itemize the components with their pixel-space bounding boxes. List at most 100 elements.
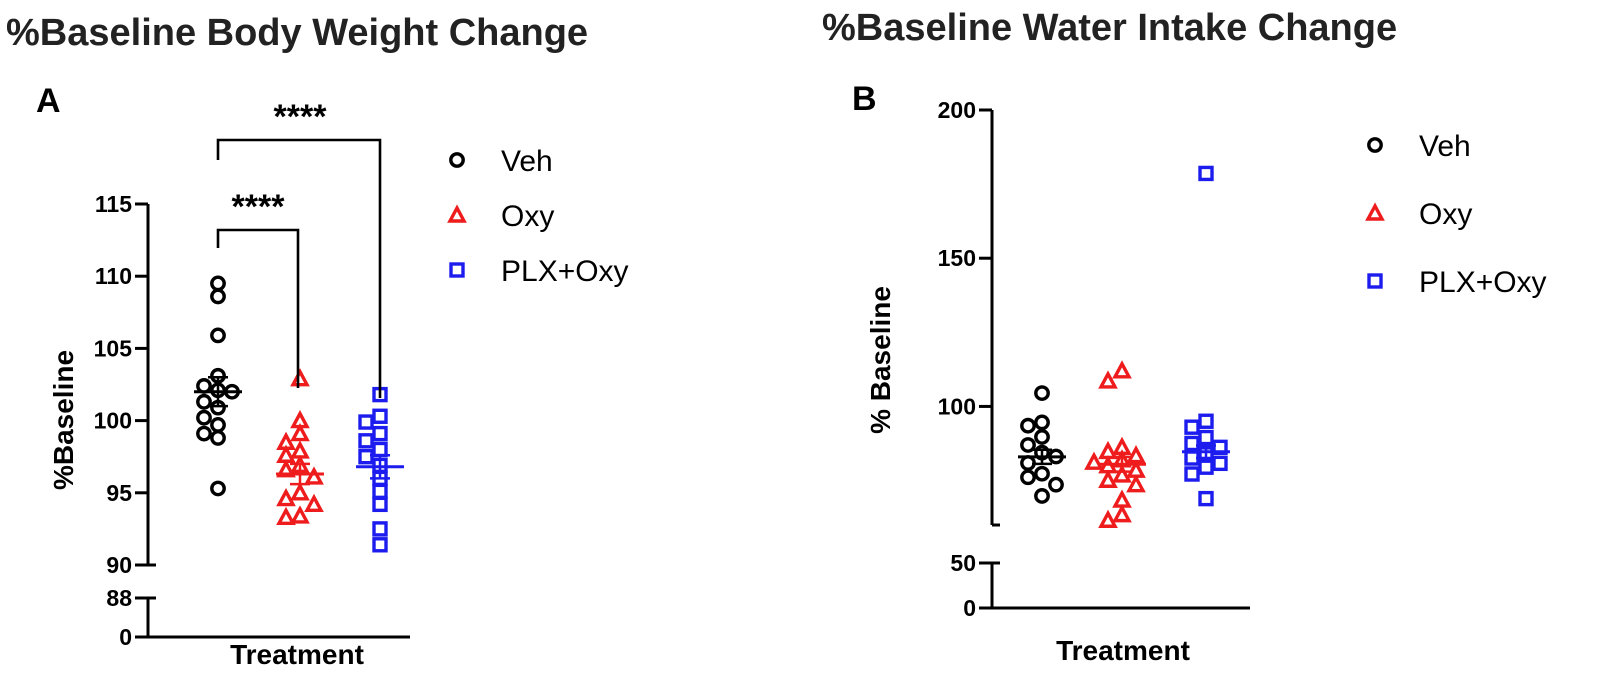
panel-b-legend-label-oxy: Oxy [1419,198,1472,231]
panel-b-point-plx-oxy-6 [1212,439,1228,456]
panel-a-point-plx-oxy-12 [372,521,388,537]
panel-b-point-plx-oxy-11 [1184,466,1200,482]
panel-a-point-oxy-11 [276,487,296,507]
panel-b-legend: Veh Oxy PLX+Oxy [1365,130,1547,299]
panel-b-point-veh-1 [1034,385,1050,401]
panel-b-point-oxy-12 [1126,474,1146,493]
panel-a-x-axis-label: Treatment [230,639,364,670]
panel-a-axes: 115 110 105 100 95 90 88 0 [94,191,410,650]
panel-a-significance-bracket-veh-plx-oxy-label: **** [274,98,328,136]
panel-a-point-oxy-9 [304,466,324,485]
panel-a-point-veh-11 [210,417,226,433]
panel-b-y-tick-label-200: 200 [938,97,976,123]
panel-a-point-veh-14 [210,480,226,497]
panel-a-legend-label-oxy: Oxy [501,200,554,233]
panel-b-x-axis-label: Treatment [1056,635,1190,666]
panel-a-point-plx-oxy-3 [358,414,374,430]
panel-a-series-oxy [276,368,324,526]
panel-b-legend-marker-plx-oxy [1367,273,1383,289]
panel-b-point-oxy-15 [1098,509,1118,528]
panel-b-point-veh-12 [1034,488,1050,504]
panel-a-y-tick-label-95: 95 [106,480,132,506]
panel-b-point-plx-oxy-10 [1198,459,1214,475]
panel-a-significance-bracket-veh-oxy-label: **** [232,188,286,226]
panel-a-point-oxy-14 [276,506,296,526]
panel-b-point-veh-5 [1020,437,1036,453]
panel-a-plot-area: **** **** [194,98,404,553]
panel-a-title: %Baseline Body Weight Change [6,12,588,54]
panel-b-y-tick-label-100: 100 [938,393,976,419]
panel-a-point-plx-oxy-13 [372,537,388,553]
panel-a-series-veh [194,275,242,497]
panel-b-legend-label-plx-oxy: PLX+Oxy [1419,266,1547,299]
panel-a-point-oxy-1 [290,368,310,387]
panel-a-point-plx-oxy-4 [372,425,388,442]
panel-b-point-plx-oxy-9 [1212,455,1228,472]
panel-b-series-plx-oxy [1182,165,1230,507]
panel-a-y-tick-label-90: 90 [106,552,132,578]
panel-a-significance-bracket-veh-plx-oxy [216,138,382,398]
panel-a-point-oxy-8 [276,459,296,478]
panel-a-legend-marker-veh [449,152,465,168]
panel-b-series-veh [1018,385,1066,504]
panel-b-y-tick-label-50: 50 [950,550,976,576]
panel-a: %Baseline Body Weight Change A %Baseline… [6,12,629,670]
panel-a-legend-marker-plx-oxy [449,262,465,278]
panel-a-point-plx-oxy-10 [372,483,388,500]
panel-a-y-tick-label-110: 110 [95,263,132,289]
panel-b-legend-marker-veh [1367,137,1383,153]
panel-b-point-plx-oxy-5 [1184,435,1200,452]
panel-b: %Baseline Water Intake Change B % Baseli… [822,7,1547,666]
panel-a-point-veh-1 [210,275,226,292]
panel-a-y-tick-label-88: 88 [106,585,132,611]
panel-a-legend-label-veh: Veh [501,145,553,178]
panel-a-y-tick-label-115: 115 [95,191,132,217]
panel-a-point-plx-oxy-11 [372,496,388,513]
panel-a-point-veh-8 [196,393,212,410]
panel-a-legend-label-plx-oxy: PLX+Oxy [501,255,629,288]
panel-a-point-veh-3 [210,327,226,344]
panel-a-point-veh-2 [210,288,226,305]
panel-a-point-oxy-12 [304,493,324,513]
panel-b-point-plx-oxy-3 [1184,419,1200,435]
panel-b-point-oxy-2 [1098,370,1118,389]
panel-b-legend-marker-oxy [1365,202,1385,221]
panel-b-y-tick-label-150: 150 [938,245,976,271]
panel-b-axes: 200 150 100 50 0 [938,97,1250,621]
panel-a-point-veh-10 [196,409,212,426]
panel-b-point-plx-oxy-1 [1198,165,1214,182]
panel-b-title: %Baseline Water Intake Change [822,7,1397,49]
panel-b-point-veh-2 [1034,414,1050,431]
panel-b-series-oxy [1084,360,1146,528]
panel-b-point-oxy-14 [1112,504,1132,523]
panel-b-y-tick-label-0: 0 [963,595,976,621]
panel-b-point-veh-9 [1034,465,1050,482]
panel-a-significance-bracket-veh-oxy [216,228,300,388]
panel-a-letter: A [36,82,61,120]
panel-a-y-tick-label-0: 0 [119,624,132,650]
panel-b-point-oxy-11 [1098,469,1118,488]
panel-a-legend: Veh Oxy PLX+Oxy [447,145,629,288]
panel-a-point-plx-oxy-6 [372,441,388,458]
panel-b-letter: B [852,80,877,118]
panel-b-point-veh-11 [1048,476,1064,493]
panel-a-y-tick-label-100: 100 [94,408,132,434]
panel-b-point-veh-3 [1020,417,1036,434]
panel-b-point-veh-10 [1020,469,1036,486]
panel-a-point-plx-oxy-5 [358,433,374,449]
panel-b-point-oxy-10 [1112,464,1132,483]
panel-a-point-veh-13 [210,430,226,446]
panel-a-point-plx-oxy-7 [358,449,374,465]
panel-a-point-veh-12 [196,425,212,442]
panel-b-point-plx-oxy-4 [1198,429,1214,446]
panel-a-point-oxy-3 [290,423,310,442]
panel-a-series-plx-oxy [356,386,404,553]
panel-b-legend-label-veh: Veh [1419,130,1471,163]
panel-b-point-plx-oxy-2 [1198,413,1214,429]
panel-a-point-plx-oxy-2 [372,408,388,424]
panel-b-y-axis-label: % Baseline [865,286,896,434]
panel-b-point-oxy-7 [1084,451,1104,470]
panel-b-point-oxy-1 [1112,360,1132,379]
panel-a-point-oxy-13 [290,505,310,524]
